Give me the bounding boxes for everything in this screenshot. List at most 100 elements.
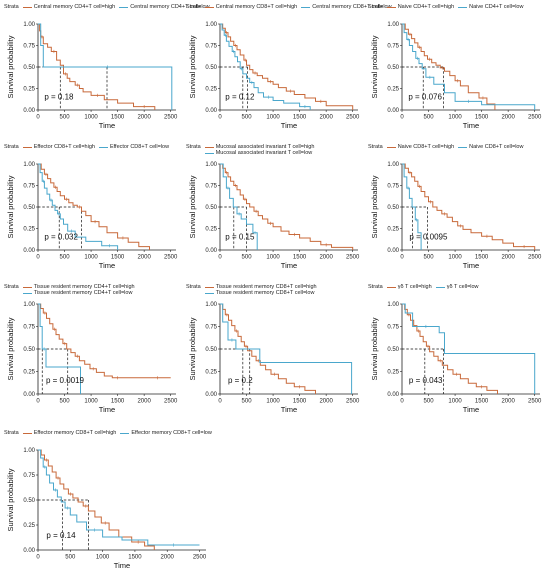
legend-label: Tissue resident memory CD4+T cell=low: [33, 290, 133, 297]
y-tick-label: 0.75: [387, 184, 399, 190]
x-tick-label: 2500: [164, 115, 178, 121]
legend-swatch: [204, 7, 214, 8]
y-tick-label: 0.00: [205, 108, 217, 114]
survival-curve: [220, 303, 353, 394]
survival-curve: [220, 23, 354, 110]
y-tick-label: 0.75: [23, 44, 35, 50]
x-tick-label: 2500: [528, 255, 542, 261]
km-plot: 0.00 0.25 0.50 0.75 1.00 0 500 1000 1500 2000 2500…: [188, 22, 360, 130]
km-panel: Strata Effector CD8+T cell=high Effector C…: [4, 144, 180, 272]
legend-swatch: [119, 7, 129, 8]
km-panel: Strata Effector memory CD8+T cell=high Eff…: [4, 430, 212, 572]
legend-label: Effector CD8+T cell=low: [109, 144, 170, 151]
p-value: p = 0.0019: [46, 376, 85, 385]
x-tick-label: 1500: [475, 255, 489, 261]
legend: Strata Tissue resident memory CD4+T cell=…: [4, 284, 135, 297]
x-tick-label: 2000: [319, 115, 333, 121]
km-plot: 0.00 0.25 0.50 0.75 1.00 0 500 1000 1500 2000 2500…: [370, 22, 542, 130]
x-tick-label: 500: [424, 399, 435, 405]
x-tick-label: 1500: [293, 115, 307, 121]
x-tick-label: 0: [36, 399, 40, 405]
x-axis-title: Time: [463, 405, 479, 414]
legend-item: Effector CD8+T cell=high: [22, 144, 95, 150]
y-tick-label: 0.00: [23, 548, 35, 554]
x-tick-label: 0: [400, 255, 404, 261]
km-panel: Strata Naive CD4+T cell=high Naive CD4+T c…: [368, 4, 544, 132]
survival-curve: [402, 23, 536, 110]
legend-label: Tissue resident memory CD8+T cell=high: [215, 284, 317, 290]
survival-curve: [38, 23, 173, 110]
y-tick-label: 1.00: [387, 22, 399, 28]
x-tick-label: 1000: [448, 399, 462, 405]
legend-item: γδ T cell=high: [386, 284, 432, 290]
km-panel: Strata Central memory CD4+T cell=high Cent…: [4, 4, 210, 132]
x-tick-label: 1500: [293, 255, 307, 261]
y-tick-label: 0.50: [23, 347, 35, 353]
y-tick-label: 0.25: [23, 87, 35, 93]
y-tick-label: 0.50: [23, 65, 35, 71]
y-tick-label: 0.25: [387, 370, 399, 376]
x-tick-label: 500: [60, 255, 71, 261]
x-tick-label: 1500: [293, 399, 307, 405]
p-value: p = 0.18: [44, 93, 74, 102]
x-tick-label: 500: [60, 399, 71, 405]
legend-label: γδ T cell=low: [446, 284, 479, 291]
x-tick-label: 2000: [319, 255, 333, 261]
x-tick-label: 1500: [111, 399, 125, 405]
survival-curve: [402, 303, 498, 394]
x-tick-label: 500: [242, 399, 253, 405]
y-tick-label: 0.50: [387, 347, 399, 353]
x-tick-label: 1000: [84, 399, 98, 405]
y-tick-label: 0.75: [205, 44, 217, 50]
y-tick-label: 1.00: [205, 22, 217, 28]
x-axis-title: Time: [99, 405, 115, 414]
legend-title: Strata: [368, 144, 383, 150]
legend: Strata Effector memory CD8+T cell=high Eff…: [4, 430, 216, 437]
legend: Strata γδ T cell=high γδ T cell=low: [368, 284, 483, 291]
y-tick-label: 0.00: [205, 248, 217, 254]
y-axis-title: Survival probability: [6, 175, 15, 238]
legend-swatch: [386, 7, 396, 8]
x-tick-label: 2000: [501, 115, 515, 121]
legend-swatch: [386, 287, 396, 288]
y-tick-label: 0.50: [205, 205, 217, 211]
x-tick-label: 1500: [475, 399, 489, 405]
x-tick-label: 0: [400, 115, 404, 121]
y-tick-label: 1.00: [387, 302, 399, 308]
survival-curve: [38, 163, 150, 250]
y-tick-label: 1.00: [387, 162, 399, 168]
y-axis-title: Survival probability: [188, 175, 197, 238]
x-tick-label: 1000: [266, 115, 280, 121]
y-axis-title: Survival probability: [6, 468, 15, 531]
y-axis-title: Survival probability: [370, 317, 379, 380]
legend-label: Central memory CD4+T cell=high: [33, 4, 116, 11]
y-tick-label: 0.25: [387, 87, 399, 93]
legend-item: Mucosal associated invariant T cell=low: [204, 150, 315, 156]
y-tick-label: 0.00: [387, 392, 399, 398]
y-axis-title: Survival probability: [370, 175, 379, 238]
x-tick-label: 1500: [475, 115, 489, 121]
y-tick-label: 0.75: [23, 473, 35, 479]
survival-curve: [220, 163, 354, 250]
x-tick-label: 0: [36, 115, 40, 121]
legend: Strata Naive CD8+T cell=high Naive CD8+T c…: [368, 144, 527, 151]
p-value: p = 0.043: [409, 376, 443, 385]
legend-item: Naive CD8+T cell=high: [386, 144, 454, 150]
x-tick-label: 500: [60, 115, 71, 121]
x-tick-label: 1000: [448, 115, 462, 121]
survival-curve: [38, 449, 155, 550]
x-tick-label: 2000: [501, 399, 515, 405]
km-panel: Strata Tissue resident memory CD4+T cell=…: [4, 284, 180, 416]
legend-title: Strata: [186, 4, 201, 10]
survival-curve: [38, 303, 171, 379]
y-tick-label: 0.00: [23, 392, 35, 398]
legend-title: Strata: [4, 284, 19, 290]
x-tick-label: 500: [424, 115, 435, 121]
x-tick-label: 0: [218, 255, 222, 261]
x-axis-title: Time: [99, 121, 115, 130]
legend: Strata Central memory CD4+T cell=high Cent…: [4, 4, 214, 11]
y-axis-title: Survival probability: [188, 317, 197, 380]
legend-swatch: [22, 433, 32, 434]
legend-item: Mucosal associated invariant T cell=high: [204, 144, 314, 150]
x-tick-label: 2000: [137, 399, 151, 405]
